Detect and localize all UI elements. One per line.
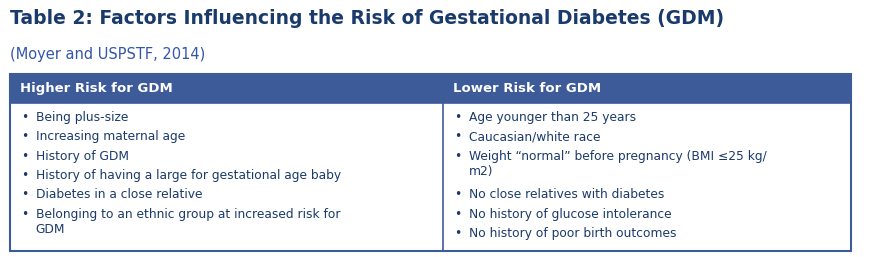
Text: •: • <box>21 130 29 143</box>
Text: No history of poor birth outcomes: No history of poor birth outcomes <box>469 227 676 240</box>
Text: No close relatives with diabetes: No close relatives with diabetes <box>469 188 664 201</box>
Text: History of having a large for gestational age baby: History of having a large for gestationa… <box>36 169 341 182</box>
Bar <box>10 74 443 103</box>
Text: •: • <box>454 130 462 143</box>
Bar <box>10 74 851 251</box>
Text: (Moyer and USPSTF, 2014): (Moyer and USPSTF, 2014) <box>10 47 205 62</box>
Text: Table 2: Factors Influencing the Risk of Gestational Diabetes (GDM): Table 2: Factors Influencing the Risk of… <box>10 9 724 28</box>
Text: Being plus-size: Being plus-size <box>36 111 128 124</box>
Text: •: • <box>454 208 462 221</box>
Text: Weight “normal” before pregnancy (BMI ≤25 kg/
m2): Weight “normal” before pregnancy (BMI ≤2… <box>469 150 766 178</box>
Text: Belonging to an ethnic group at increased risk for
GDM: Belonging to an ethnic group at increase… <box>36 208 340 236</box>
Text: Higher Risk for GDM: Higher Risk for GDM <box>20 82 173 95</box>
Text: •: • <box>454 150 462 162</box>
Text: •: • <box>21 188 29 201</box>
Text: Diabetes in a close relative: Diabetes in a close relative <box>36 188 202 201</box>
Text: •: • <box>21 208 29 221</box>
Text: Lower Risk for GDM: Lower Risk for GDM <box>454 82 601 95</box>
Text: Caucasian/white race: Caucasian/white race <box>469 130 601 143</box>
Text: •: • <box>21 150 29 162</box>
Text: Increasing maternal age: Increasing maternal age <box>36 130 185 143</box>
Bar <box>443 74 851 103</box>
Text: •: • <box>454 111 462 124</box>
Text: No history of glucose intolerance: No history of glucose intolerance <box>469 208 672 221</box>
Text: •: • <box>21 111 29 124</box>
Text: History of GDM: History of GDM <box>36 150 128 162</box>
Text: •: • <box>21 169 29 182</box>
Text: •: • <box>454 227 462 240</box>
Text: Age younger than 25 years: Age younger than 25 years <box>469 111 636 124</box>
Text: •: • <box>454 188 462 201</box>
